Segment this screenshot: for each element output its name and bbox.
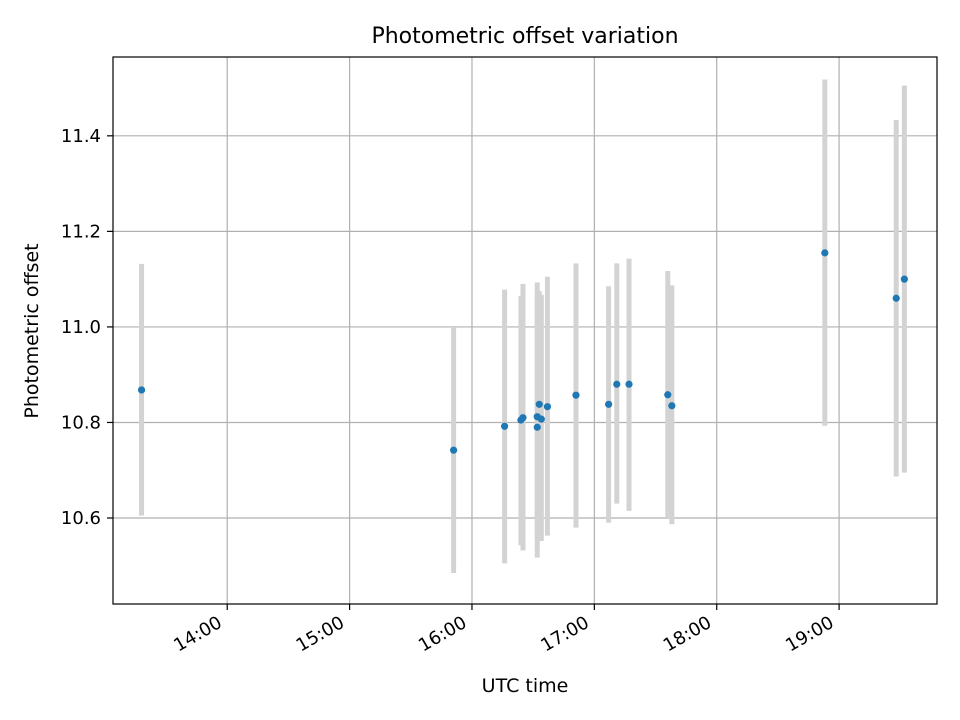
- data-point: [535, 400, 543, 408]
- data-point: [821, 249, 829, 257]
- data-point: [625, 380, 633, 388]
- data-point: [533, 423, 541, 431]
- data-point: [613, 380, 621, 388]
- error-bars: [139, 79, 907, 573]
- x-axis-label: UTC time: [482, 675, 569, 697]
- y-tick-label: 11.0: [61, 317, 101, 338]
- data-point: [543, 403, 552, 411]
- data-point: [664, 391, 672, 399]
- data-point: [519, 414, 527, 422]
- y-tick-label: 11.4: [61, 126, 101, 147]
- x-tick-label: 14:00: [170, 612, 225, 656]
- data-point: [892, 294, 900, 302]
- y-tick-label: 11.2: [61, 221, 101, 242]
- data-points: [137, 249, 908, 454]
- data-point: [501, 422, 509, 430]
- x-axis-ticks: 14:00 15:00 16:00 17:00 18:00 19:00: [170, 604, 840, 656]
- x-tick-label: 15:00: [293, 612, 348, 656]
- data-point: [572, 391, 580, 399]
- x-tick-label: 19:00: [782, 612, 837, 656]
- y-axis-ticks: 10.6 10.8 11.0 11.2 11.4: [61, 126, 113, 529]
- data-point: [900, 275, 908, 283]
- chart-title: Photometric offset variation: [371, 24, 678, 49]
- data-point: [450, 446, 458, 454]
- data-point: [137, 386, 146, 394]
- y-axis-label: Photometric offset: [21, 243, 43, 418]
- plot-frame: [112, 56, 938, 605]
- y-tick-label: 10.6: [61, 508, 101, 529]
- data-point: [668, 402, 676, 410]
- data-point: [605, 400, 613, 408]
- x-tick-label: 18:00: [660, 612, 715, 656]
- y-tick-label: 10.8: [61, 412, 101, 433]
- data-point: [537, 415, 545, 423]
- x-tick-label: 16:00: [415, 612, 470, 656]
- x-tick-label: 17:00: [537, 612, 592, 656]
